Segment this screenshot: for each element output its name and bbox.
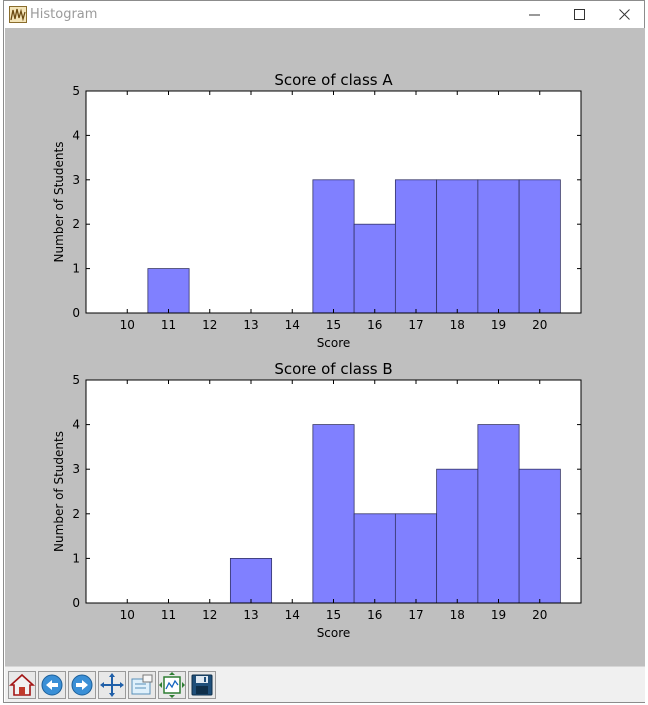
home-icon	[8, 671, 36, 699]
chart-2-ytick-label: 4	[72, 418, 80, 432]
chart-2-bar-13	[229, 558, 273, 604]
chart-2-xtick-label: 14	[285, 608, 300, 622]
chart-2-xtick-label: 11	[161, 608, 176, 622]
chart-2-xtick-label: 20	[532, 608, 547, 622]
chart-2-ytick-label: 2	[72, 507, 80, 521]
chart-2-xlabel: Score	[317, 626, 351, 640]
back-arrow-icon	[38, 671, 66, 699]
chart-2-bar-16	[353, 513, 396, 604]
back-button[interactable]	[38, 671, 66, 699]
chart-2-xtick-label: 17	[408, 608, 423, 622]
close-button[interactable]	[602, 1, 648, 28]
minimize-icon	[529, 14, 540, 16]
app-icon	[9, 6, 27, 23]
window-title: Histogram	[30, 7, 98, 22]
chart-1-bar-11	[147, 268, 190, 314]
figure-canvas[interactable]: 10 11 12 13 14 15 16 17 18 19 20 0 1 2 3 4 5 Score of cla…	[5, 28, 645, 666]
chart-2-ytick-label: 0	[72, 596, 80, 610]
save-disk-icon	[188, 671, 216, 699]
chart-2-ytick-label: 5	[72, 373, 80, 387]
forward-arrow-icon	[68, 671, 96, 699]
maximize-icon	[574, 9, 585, 20]
chart-1-title: Score of class A	[274, 71, 393, 89]
configure-subplots-icon	[158, 671, 186, 699]
chart-2-ylabel: Number of Students	[52, 431, 66, 552]
chart-1-ylabel: Number of Students	[52, 142, 66, 263]
chart-1-bar-15	[312, 179, 355, 314]
chart-1-xtick-label: 10	[120, 318, 135, 332]
chart-2-xtick-label: 15	[326, 608, 341, 622]
chart-1-bar-18	[436, 179, 479, 314]
chart-1-xtick-label: 18	[450, 318, 465, 332]
chart-2-bar-19	[477, 424, 520, 604]
chart-2-xtick-label: 18	[450, 608, 465, 622]
chart-1-xtick-label: 13	[243, 318, 258, 332]
chart-2-bar-15	[312, 424, 355, 604]
chart-2-bar-17	[394, 513, 438, 604]
chart-2-bar-20	[518, 468, 561, 604]
chart-2-xtick-label: 13	[243, 608, 258, 622]
zoom-rect-icon	[128, 671, 156, 699]
close-icon	[619, 9, 630, 20]
chart-1-ytick-label: 5	[72, 84, 80, 98]
chart-1-xtick-label: 17	[408, 318, 423, 332]
chart-1-xtick-label: 12	[202, 318, 217, 332]
chart-1-bar-16	[353, 223, 396, 314]
forward-button[interactable]	[68, 671, 96, 699]
pan-move-icon	[98, 671, 126, 699]
pan-button[interactable]	[98, 671, 126, 699]
minimize-button[interactable]	[512, 1, 558, 28]
chart-2-bar-18	[436, 468, 479, 604]
app-window: Histogram 10 11 12 13 14 15 16 17 18 19 20 0 1 2 3 4 5 Sc…	[3, 0, 645, 703]
chart-2-ytick-label: 1	[72, 551, 80, 565]
chart-2-ytick-label: 3	[72, 462, 80, 476]
zoom-button[interactable]	[128, 671, 156, 699]
chart-2-xtick-label: 12	[202, 608, 217, 622]
chart-2-title: Score of class B	[274, 360, 392, 378]
chart-1-xtick-label: 14	[285, 318, 300, 332]
chart-1-bar-19	[477, 179, 520, 314]
chart-1-xtick-label: 15	[326, 318, 341, 332]
chart-1-xlabel: Score	[317, 336, 351, 350]
chart-1-bar-20	[518, 179, 561, 314]
chart-1-xtick-label: 11	[161, 318, 176, 332]
chart-1-ytick-label: 3	[72, 173, 80, 187]
chart-1-ytick-label: 0	[72, 306, 80, 320]
chart-1-ytick-label: 2	[72, 217, 80, 231]
chart-1-bar-17	[394, 179, 438, 314]
maximize-button[interactable]	[557, 1, 603, 28]
configure-subplots-button[interactable]	[158, 671, 186, 699]
chart-2-xtick-label: 16	[367, 608, 382, 622]
save-button[interactable]	[188, 671, 216, 699]
title-bar[interactable]: Histogram	[4, 1, 644, 28]
home-button[interactable]	[8, 671, 36, 699]
chart-1-xtick-label: 20	[532, 318, 547, 332]
chart-1-xtick-label: 16	[367, 318, 382, 332]
chart-2-xtick-label: 19	[491, 608, 506, 622]
navigation-toolbar	[5, 666, 645, 702]
chart-1-xtick-label: 19	[491, 318, 506, 332]
chart-1-ytick-label: 4	[72, 128, 80, 142]
chart-2-xtick-label: 10	[120, 608, 135, 622]
chart-1-ytick-label: 1	[72, 262, 80, 276]
